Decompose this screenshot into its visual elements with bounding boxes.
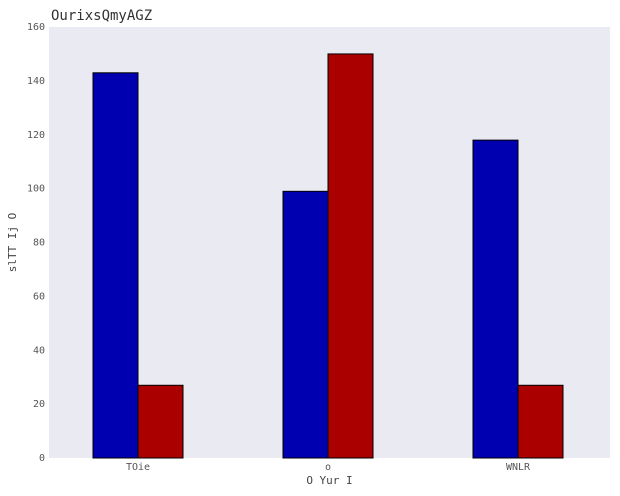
y-tick-label: 40 — [33, 345, 45, 356]
y-axis-ticks: 0 20 40 60 80 100 120 140 160 — [27, 22, 45, 464]
y-tick-label: 80 — [33, 238, 45, 249]
y-tick-label: 60 — [33, 291, 45, 302]
bars — [92, 53, 564, 459]
y-tick-label: 100 — [27, 184, 45, 195]
x-axis-label: O Yur I — [306, 474, 352, 487]
bar — [517, 384, 564, 459]
y-tick-label: 120 — [27, 130, 45, 141]
bar — [327, 53, 374, 459]
x-tick-label: WNLR — [506, 462, 531, 473]
y-tick-label: 0 — [39, 453, 45, 464]
bar — [137, 384, 184, 459]
y-tick-label: 20 — [33, 399, 45, 410]
bar — [282, 190, 329, 459]
y-tick-label: 140 — [27, 76, 45, 87]
x-tick-label: o — [325, 462, 331, 473]
x-axis-ticks: TOie o WNLR — [126, 462, 531, 473]
x-tick-label: TOie — [126, 462, 150, 473]
bar — [92, 72, 139, 459]
y-axis-label: slTT Ij O — [6, 213, 19, 273]
bar — [472, 139, 519, 459]
y-tick-label: 160 — [27, 22, 45, 33]
chart-title: OurixsQmyAGZ — [51, 8, 152, 24]
